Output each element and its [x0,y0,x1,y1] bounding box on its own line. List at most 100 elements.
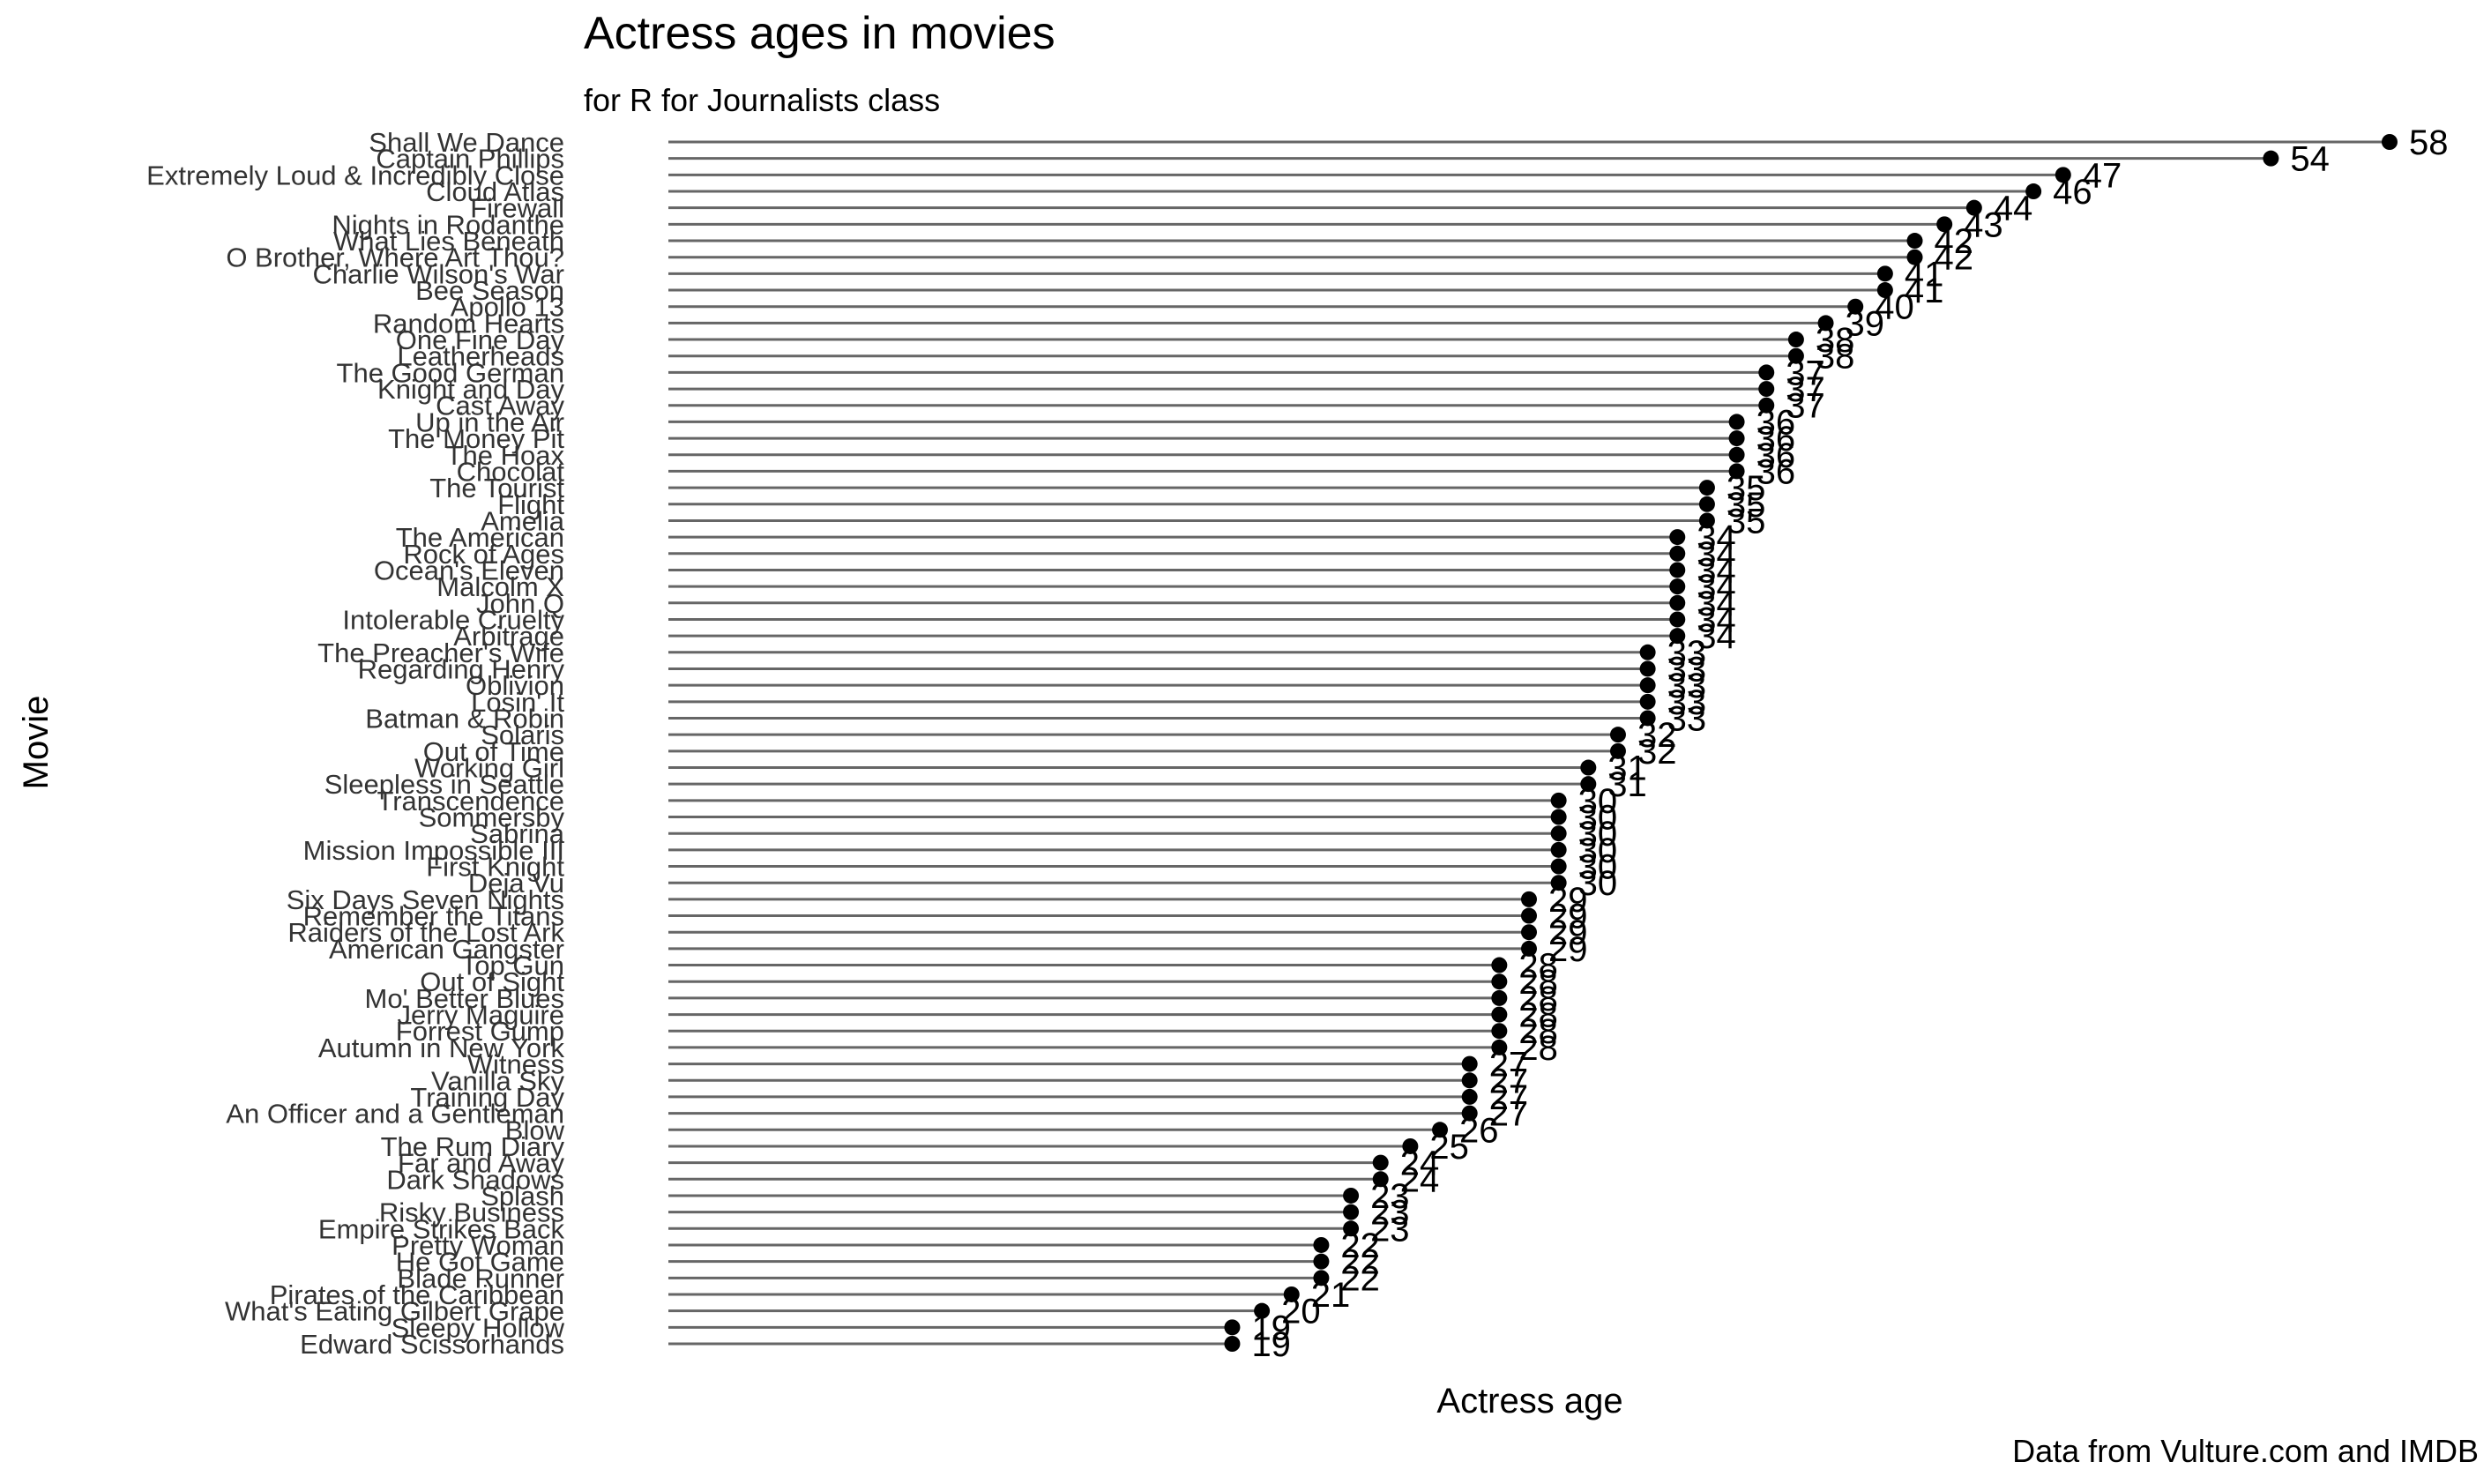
lollipop-point [1550,792,1567,809]
lollipop-point [1343,1187,1360,1204]
lollipop-point [1491,1039,1508,1055]
lollipop-point [1669,578,1686,595]
lollipop-point [1609,742,1626,759]
category-label: Oblivion [466,670,564,701]
value-label: 23 [1370,1194,1410,1233]
lollipop-point [1491,1023,1508,1040]
lollipop-point [1343,1204,1360,1220]
lollipop-point [1936,216,1953,233]
lollipop-point [1550,875,1567,891]
value-label: 28 [1518,996,1558,1035]
lollipop-point [1698,496,1715,512]
lollipop-point [1787,347,1804,364]
category-label: Deja Vu [468,868,564,899]
lollipop-point [1521,924,1537,941]
lollipop-point [1461,1088,1478,1105]
value-label: 19 [1251,1325,1291,1364]
category-label: Up in the Air [415,406,564,437]
category-label: Knight and Day [377,374,564,405]
value-label: 31 [1607,749,1647,788]
lollipop-point [1698,480,1715,496]
value-label: 33 [1667,634,1707,673]
category-label: Six Days Seven Nights [287,884,564,915]
value-label: 41 [1905,255,1944,294]
category-label: Rock of Ages [403,539,564,570]
category-label: Losin' It [471,687,564,718]
value-label: 46 [2053,173,2092,212]
lollipop-point [2025,183,2042,200]
category-label: Arbitrage [453,621,564,652]
value-label: 23 [1370,1210,1410,1249]
category-label: He Got Game [396,1247,564,1278]
lollipop-point [1876,265,1893,282]
value-label: 30 [1578,831,1618,870]
category-label: Mo' Better Blues [365,983,564,1014]
lollipop-point [1609,727,1626,743]
value-label: 27 [1489,1062,1529,1100]
lollipop-point [1491,1006,1508,1023]
value-label: 43 [1964,205,2003,244]
lollipop-point [1313,1270,1330,1286]
value-label: 28 [1518,1012,1558,1051]
value-label: 58 [2409,123,2449,162]
category-label: The Hoax [446,440,565,471]
value-label: 32 [1637,716,1677,755]
lollipop-point [1580,759,1597,776]
lollipop-point [1965,199,1982,216]
category-label: The Good German [337,357,564,388]
lollipop-point [1224,1319,1241,1336]
value-label: 29 [1548,930,1588,969]
lollipop-point [1698,512,1715,529]
category-label: What's Eating Gilbert Grape [225,1296,564,1327]
lollipop-point [1639,693,1656,710]
lollipop-point [1639,644,1656,660]
category-label: The American [396,522,564,553]
category-label: Firewall [470,193,564,224]
category-label: O Brother, Where Art Thou? [226,242,564,273]
value-label: 29 [1548,881,1588,920]
category-label: Vanilla Sky [431,1065,565,1096]
value-label: 30 [1578,848,1618,887]
value-label: 36 [1756,420,1796,459]
value-label: 27 [1489,1095,1529,1134]
lollipop-point [1521,907,1537,924]
category-label: The Money Pit [388,423,564,454]
value-label: 20 [1281,1293,1321,1331]
lollipop-point [1550,809,1567,825]
value-label: 29 [1548,914,1588,952]
value-label: 30 [1578,815,1618,854]
value-labels: 5854474644434242414140393838373737363636… [1251,123,2448,1364]
value-label: 34 [1697,518,1736,557]
lollipop-point [1639,660,1656,677]
value-label: 35 [1727,486,1766,525]
lollipop-point [1372,1154,1389,1171]
category-label: Empire Strikes Back [318,1213,565,1244]
value-label: 28 [1518,1029,1558,1068]
value-label: 33 [1667,650,1707,689]
category-label: Remember the Titans [303,901,564,932]
lollipop-point [1550,858,1567,875]
value-label: 44 [1994,190,2033,228]
value-label: 23 [1370,1177,1410,1216]
category-label: Cast Away [436,391,564,421]
category-label: Far and Away [398,1148,564,1179]
lollipop-point [1669,611,1686,628]
lollipop-point [1550,841,1567,858]
category-label: Leatherheads [397,341,564,372]
value-label: 37 [1786,387,1824,426]
lollipop-point [1491,973,1508,990]
lollipop-point [1491,989,1508,1006]
category-label: Extremely Loud & Incredibly Close [146,160,564,190]
category-label: Raiders of the Lost Ark [287,917,564,948]
value-label: 28 [1518,963,1558,1002]
category-label: Ocean's Eleven [374,555,564,585]
category-label: Training Day [410,1082,564,1113]
lollipop-points [1224,134,2398,1352]
category-label: Flight [497,489,564,520]
lollipop-point [1728,446,1745,463]
category-label: Captain Phillips [376,144,564,175]
category-label: John Q [476,588,564,619]
lollipop-point [1787,332,1804,348]
lollipop-point [1906,233,1923,250]
value-label: 22 [1340,1227,1380,1265]
